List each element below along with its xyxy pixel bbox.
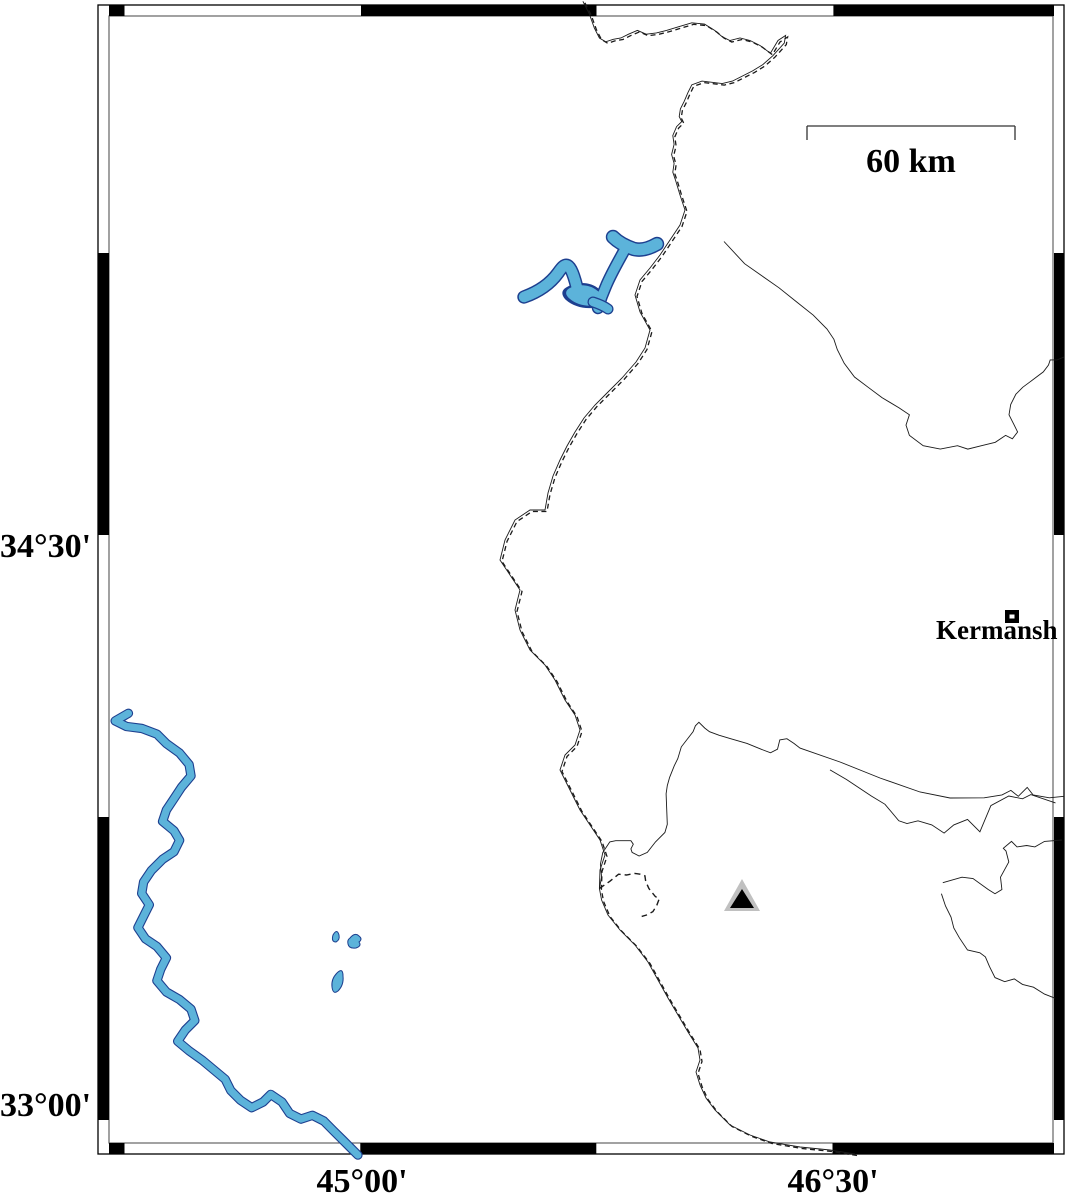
svg-text:60 km: 60 km xyxy=(866,143,956,180)
svg-text:Kermansh: Kermansh xyxy=(936,615,1058,645)
svg-text:34°30': 34°30' xyxy=(0,528,91,565)
svg-text:33°00': 33°00' xyxy=(0,1087,91,1124)
svg-text:45°00': 45°00' xyxy=(316,1163,407,1200)
svg-text:46°30': 46°30' xyxy=(787,1163,878,1200)
